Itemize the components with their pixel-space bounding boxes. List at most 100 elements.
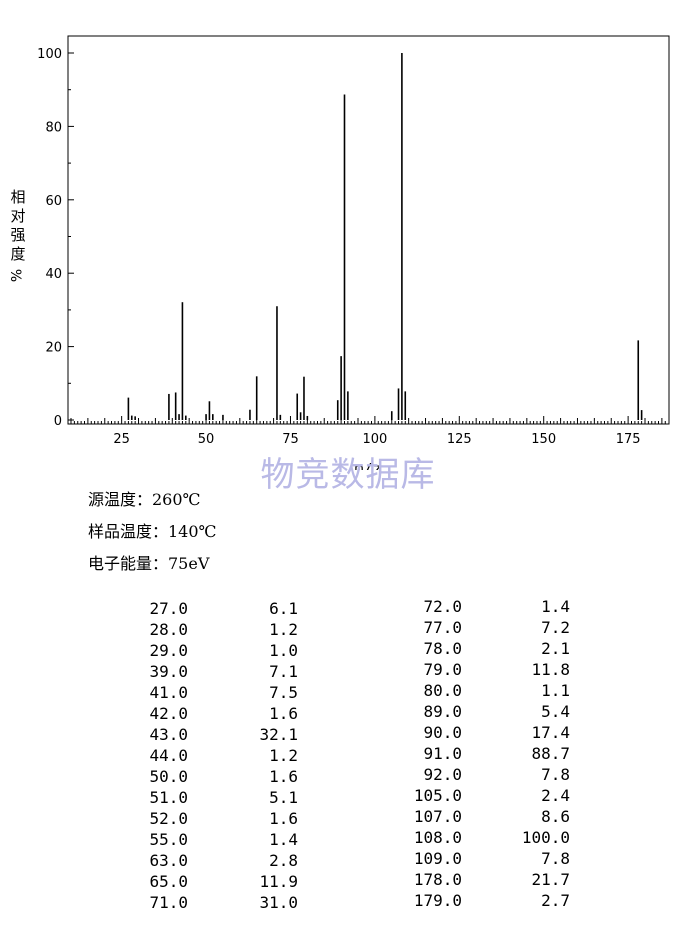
plot-frame bbox=[67, 35, 670, 425]
peak-row: 44.0 1.2 bbox=[130, 745, 298, 766]
peak-intensity: 7.5 bbox=[269, 683, 298, 702]
y-axis-label: 相 对 强 度 % bbox=[8, 188, 28, 285]
peak-row: 65.0 11.9 bbox=[130, 871, 298, 892]
peak-table-right: 72.0 1.4 77.0 7.2 78.0 2.1 79.0 11.8 80.0 1.1 89.0… bbox=[400, 596, 570, 911]
peak-intensity: 5.4 bbox=[541, 702, 570, 721]
peak-intensity: 2.7 bbox=[541, 891, 570, 910]
peak-mz: 77.0 bbox=[423, 618, 462, 637]
peak-row: 28.0 1.2 bbox=[130, 619, 298, 640]
peak-mz: 41.0 bbox=[149, 683, 188, 702]
peak-intensity: 7.8 bbox=[541, 765, 570, 784]
peak-bars bbox=[127, 53, 643, 420]
peak-intensity: 5.1 bbox=[269, 788, 298, 807]
peak-intensity: 1.4 bbox=[269, 830, 298, 849]
peak-row: 78.0 2.1 bbox=[400, 638, 570, 659]
electron-energy: 电子能量：75eV bbox=[88, 554, 210, 573]
y-axis-label-char: 相 bbox=[10, 188, 26, 206]
peak-row: 71.0 31.0 bbox=[130, 892, 298, 913]
peak-intensity: 32.1 bbox=[259, 725, 298, 744]
peak-intensity: 17.4 bbox=[531, 723, 570, 742]
x-tick-label: 100 bbox=[362, 432, 387, 447]
y-axis-label-char: 对 bbox=[10, 207, 26, 225]
peak-mz: 91.0 bbox=[423, 744, 462, 763]
peak-row: 178.0 21.7 bbox=[400, 869, 570, 890]
mass-spectrum-chart: 0 20 40 60 80 100 25 50 75 100 125 150 175 m/z bbox=[37, 35, 670, 470]
peak-mz: 43.0 bbox=[149, 725, 188, 744]
peak-mz: 80.0 bbox=[423, 681, 462, 700]
sample-temperature: 样品温度：140℃ bbox=[88, 522, 217, 541]
peak-mz: 65.0 bbox=[149, 872, 188, 891]
peak-row: 105.0 2.4 bbox=[400, 785, 570, 806]
y-axis-label-unit: % bbox=[9, 268, 26, 283]
peak-mz: 90.0 bbox=[423, 723, 462, 742]
peak-row: 29.0 1.0 bbox=[130, 640, 298, 661]
peak-table-left: 27.0 6.1 28.0 1.2 29.0 1.0 39.0 7.1 41.0 7.5 42.0 1… bbox=[130, 598, 298, 913]
peak-intensity: 2.1 bbox=[541, 639, 570, 658]
peak-intensity: 1.4 bbox=[541, 597, 570, 616]
y-tick-label: 20 bbox=[45, 341, 62, 356]
peak-mz: 72.0 bbox=[423, 597, 462, 616]
peak-mz: 108.0 bbox=[413, 828, 462, 847]
peak-row: 51.0 5.1 bbox=[130, 787, 298, 808]
y-tick-label: 80 bbox=[45, 120, 62, 135]
peak-intensity: 7.2 bbox=[541, 618, 570, 637]
y-axis-label-char: 强 bbox=[10, 226, 26, 244]
peak-intensity: 11.9 bbox=[259, 872, 298, 891]
peak-mz: 50.0 bbox=[149, 767, 188, 786]
x-tick-label: 25 bbox=[113, 432, 130, 447]
peak-mz: 39.0 bbox=[149, 662, 188, 681]
peak-intensity: 1.0 bbox=[269, 641, 298, 660]
peak-row: 43.0 32.1 bbox=[130, 724, 298, 745]
peak-intensity: 1.2 bbox=[269, 620, 298, 639]
y-axis: 0 20 40 60 80 100 bbox=[37, 47, 74, 429]
y-tick-label: 40 bbox=[45, 267, 62, 282]
watermark: 物竞数据库 bbox=[260, 455, 436, 495]
peak-intensity: 7.1 bbox=[269, 662, 298, 681]
peak-intensity: 7.8 bbox=[541, 849, 570, 868]
peak-row: 77.0 7.2 bbox=[400, 617, 570, 638]
peak-row: 52.0 1.6 bbox=[130, 808, 298, 829]
x-tick-label: 50 bbox=[198, 432, 215, 447]
peak-intensity: 1.6 bbox=[269, 809, 298, 828]
peak-mz: 51.0 bbox=[149, 788, 188, 807]
peak-mz: 44.0 bbox=[149, 746, 188, 765]
peak-row: 108.0 100.0 bbox=[400, 827, 570, 848]
peak-intensity: 1.6 bbox=[269, 704, 298, 723]
peak-mz: 109.0 bbox=[413, 849, 462, 868]
peak-intensity: 6.1 bbox=[269, 599, 298, 618]
peak-intensity: 1.2 bbox=[269, 746, 298, 765]
peak-intensity: 1.6 bbox=[269, 767, 298, 786]
peak-mz: 29.0 bbox=[149, 641, 188, 660]
peak-row: 41.0 7.5 bbox=[130, 682, 298, 703]
peak-mz: 27.0 bbox=[149, 599, 188, 618]
peak-mz: 179.0 bbox=[413, 891, 462, 910]
peak-row: 92.0 7.8 bbox=[400, 764, 570, 785]
peak-intensity: 88.7 bbox=[531, 744, 570, 763]
peak-mz: 89.0 bbox=[423, 702, 462, 721]
peak-intensity: 100.0 bbox=[521, 828, 570, 847]
peak-row: 50.0 1.6 bbox=[130, 766, 298, 787]
y-axis-label-char: 度 bbox=[10, 245, 26, 263]
peak-row: 109.0 7.8 bbox=[400, 848, 570, 869]
peak-mz: 79.0 bbox=[423, 660, 462, 679]
y-tick-label: 0 bbox=[54, 414, 62, 429]
peak-mz: 42.0 bbox=[149, 704, 188, 723]
source-temperature: 源温度：260℃ bbox=[88, 490, 201, 509]
x-tick-label: 175 bbox=[616, 432, 641, 447]
x-tick-label: 75 bbox=[282, 432, 299, 447]
peak-intensity: 11.8 bbox=[531, 660, 570, 679]
y-tick-label: 100 bbox=[37, 47, 62, 62]
peak-mz: 178.0 bbox=[413, 870, 462, 889]
peak-mz: 63.0 bbox=[149, 851, 188, 870]
peak-intensity: 21.7 bbox=[531, 870, 570, 889]
peak-row: 107.0 8.6 bbox=[400, 806, 570, 827]
peak-row: 80.0 1.1 bbox=[400, 680, 570, 701]
peak-mz: 92.0 bbox=[423, 765, 462, 784]
peak-row: 90.0 17.4 bbox=[400, 722, 570, 743]
x-tick-label: 125 bbox=[447, 432, 472, 447]
peak-mz: 107.0 bbox=[413, 807, 462, 826]
peak-intensity: 2.8 bbox=[269, 851, 298, 870]
peak-mz: 52.0 bbox=[149, 809, 188, 828]
y-tick-label: 60 bbox=[45, 194, 62, 209]
x-axis: 25 50 75 100 125 150 175 bbox=[70, 416, 666, 447]
